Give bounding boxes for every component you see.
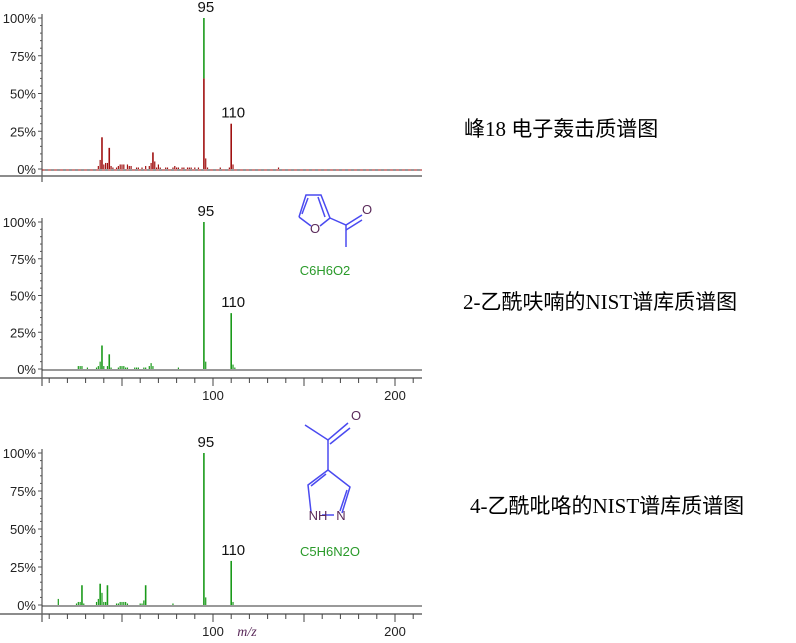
double-bond (317, 196, 326, 218)
y-tick-label: 75% (10, 252, 36, 267)
atom-label-nh: NH (309, 508, 328, 523)
atom-label-n: N (336, 508, 345, 523)
caption-2-acetylfuran: 2-乙酰呋喃的NIST谱库质谱图 (463, 290, 738, 314)
molecular-formula: C6H6O2 (300, 263, 351, 278)
structure-2-acetylfuran (298, 194, 363, 247)
peak-label: 110 (221, 542, 245, 559)
furan-ring (298, 194, 331, 219)
y-tick-label: 0% (17, 598, 36, 613)
x-tick-label: 200 (384, 624, 406, 639)
y-tick-label: 0% (17, 162, 36, 177)
double-bond (301, 197, 309, 215)
y-tick-label: 50% (10, 522, 36, 537)
spectrum-panel-2: 100% 75% 50% 25% 0% 100 200 95 110 C6H6O2 (0, 203, 422, 403)
y-tick-label: 100% (3, 215, 37, 230)
peak-label: 95 (198, 0, 215, 16)
y-tick-label: 50% (10, 87, 36, 102)
pyrazole-left (307, 469, 329, 513)
caption-peak18: 峰18 电子轰击质谱图 (464, 117, 659, 141)
spectrum-panel-1: 100% 75% 50% 25% 0% 95 110 (0, 0, 422, 182)
atom-label-o-ring: O (310, 221, 320, 236)
y-tick-label: 75% (10, 49, 36, 64)
carbonyl-double (345, 219, 363, 231)
molecular-formula: C5H6N2O (300, 544, 360, 559)
y-tick-label: 25% (10, 124, 36, 139)
furan-bond (298, 216, 312, 227)
peak-label: 110 (221, 105, 245, 122)
double-bond (310, 473, 327, 487)
double-bond (339, 489, 348, 512)
structure-4-acetylpyrazole (304, 422, 351, 516)
spectrum-panel-3: 100% 75% 50% 25% 0% 100 200 m/z 95 110 C5H6N2O (0, 434, 422, 640)
y-tick-label: 100% (3, 446, 37, 461)
x-tick-label: 100 (202, 624, 224, 639)
x-axis-label: m/z (237, 625, 257, 640)
y-tick-label: 75% (10, 484, 36, 499)
y-tick-label: 0% (17, 362, 36, 377)
acetyl-bond (304, 422, 349, 441)
peak-label: 95 (198, 203, 215, 220)
peak-label: 110 (221, 294, 245, 311)
caption-4-acetylpyrazole: 4-乙酰吡咯的NIST谱库质谱图 (470, 494, 745, 518)
y-tick-label: 100% (3, 11, 37, 26)
y-tick-label: 25% (10, 325, 36, 340)
carbonyl-double (329, 427, 351, 445)
y-tick-label: 50% (10, 289, 36, 304)
furan-bond (319, 217, 331, 227)
y-tick-label: 25% (10, 560, 36, 575)
atom-label-o-carbonyl: O (362, 202, 372, 217)
x-tick-label: 100 (202, 388, 224, 403)
x-tick-label: 200 (384, 388, 406, 403)
peak-label: 95 (198, 434, 215, 451)
atom-label-o: O (351, 408, 361, 423)
pyrazole-right (327, 469, 351, 514)
